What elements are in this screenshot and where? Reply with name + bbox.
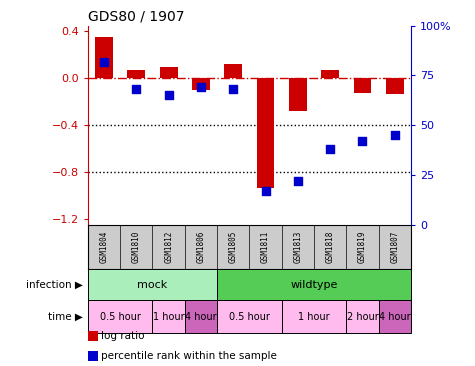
Point bbox=[262, 188, 269, 194]
Text: time ▶: time ▶ bbox=[48, 311, 83, 322]
Point bbox=[229, 86, 237, 92]
Text: GDS80 / 1907: GDS80 / 1907 bbox=[88, 9, 184, 23]
Point bbox=[165, 93, 172, 98]
Text: GSM1807: GSM1807 bbox=[390, 231, 399, 263]
Text: GSM1810: GSM1810 bbox=[132, 231, 141, 263]
Point bbox=[133, 86, 140, 92]
Text: GSM1819: GSM1819 bbox=[358, 231, 367, 263]
Point bbox=[359, 138, 366, 144]
Bar bbox=[289, 78, 307, 111]
Text: 2 hour: 2 hour bbox=[347, 311, 378, 322]
Bar bbox=[256, 78, 275, 187]
Text: percentile rank within the sample: percentile rank within the sample bbox=[101, 351, 277, 361]
Bar bbox=[95, 37, 113, 78]
Bar bbox=[353, 78, 371, 93]
Point bbox=[294, 178, 302, 184]
Text: 0.5 hour: 0.5 hour bbox=[100, 311, 141, 322]
Point bbox=[197, 85, 205, 90]
Bar bbox=[185, 300, 217, 333]
Bar bbox=[282, 300, 346, 333]
Bar bbox=[217, 269, 411, 300]
Point bbox=[391, 132, 399, 138]
Text: mock: mock bbox=[137, 280, 168, 290]
Bar bbox=[192, 78, 210, 90]
Text: 4 hour: 4 hour bbox=[185, 311, 217, 322]
Text: GSM1818: GSM1818 bbox=[326, 231, 334, 263]
Text: GSM1806: GSM1806 bbox=[197, 231, 205, 263]
Text: GSM1812: GSM1812 bbox=[164, 231, 173, 263]
Bar bbox=[152, 300, 185, 333]
Bar bbox=[160, 67, 178, 78]
Text: infection ▶: infection ▶ bbox=[26, 280, 83, 290]
Bar bbox=[88, 300, 152, 333]
Text: GSM1813: GSM1813 bbox=[294, 231, 302, 263]
Bar bbox=[321, 70, 339, 78]
Text: GSM1804: GSM1804 bbox=[100, 231, 108, 263]
Point bbox=[100, 59, 108, 64]
Text: 1 hour: 1 hour bbox=[153, 311, 184, 322]
Bar bbox=[127, 70, 145, 78]
Bar bbox=[386, 78, 404, 94]
Text: GSM1805: GSM1805 bbox=[229, 231, 238, 263]
Text: wildtype: wildtype bbox=[290, 280, 338, 290]
Text: 4 hour: 4 hour bbox=[379, 311, 410, 322]
Bar bbox=[88, 269, 217, 300]
Text: 0.5 hour: 0.5 hour bbox=[229, 311, 270, 322]
Bar bbox=[379, 300, 411, 333]
Text: 1 hour: 1 hour bbox=[298, 311, 330, 322]
Point bbox=[326, 146, 334, 152]
Bar bbox=[346, 300, 379, 333]
Text: log ratio: log ratio bbox=[101, 331, 145, 341]
Bar bbox=[217, 300, 282, 333]
Bar bbox=[224, 64, 242, 78]
Text: GSM1811: GSM1811 bbox=[261, 231, 270, 263]
